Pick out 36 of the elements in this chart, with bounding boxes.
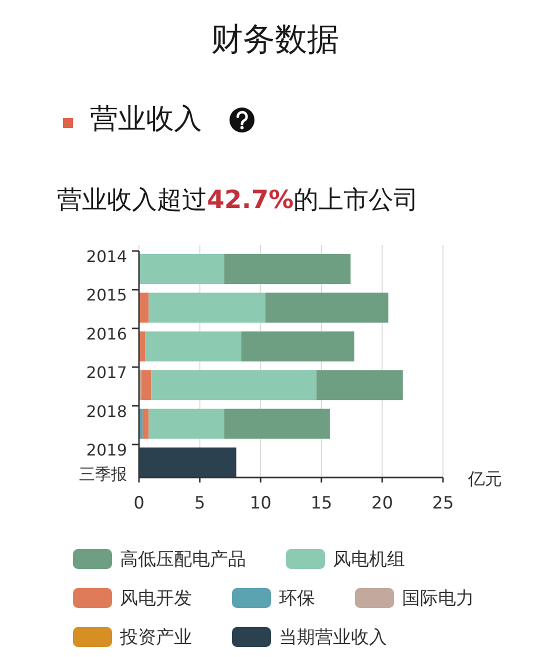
chart-title: 财务数据 bbox=[211, 20, 339, 58]
bar bbox=[316, 370, 403, 400]
y-tick-label: 2015 bbox=[86, 285, 127, 304]
legend-label: 风电机组 bbox=[333, 548, 405, 570]
legend-label: 国际电力 bbox=[402, 588, 474, 608]
bar bbox=[148, 292, 266, 323]
bar bbox=[241, 331, 354, 362]
x-tick-label: 25 bbox=[432, 494, 454, 514]
x-tick-label: 0 bbox=[134, 494, 144, 514]
bar bbox=[224, 254, 351, 284]
y-tick-label: 2018 bbox=[86, 401, 127, 420]
legend-label: 当期营业收入 bbox=[279, 626, 387, 648]
x-tick-label: 15 bbox=[310, 494, 332, 514]
y-tick-label: 2014 bbox=[86, 246, 127, 266]
text: 营业收入超过42.7%的上市公司 bbox=[57, 185, 419, 214]
bar bbox=[151, 370, 317, 400]
legend-label: 投资产业 bbox=[119, 626, 192, 648]
bar bbox=[224, 408, 330, 439]
bar bbox=[139, 254, 224, 284]
x-axis-title: 亿元 bbox=[467, 470, 502, 490]
legend-label: 环保 bbox=[279, 588, 315, 608]
bar bbox=[148, 408, 224, 439]
bar bbox=[139, 448, 236, 478]
x-tick-label: 10 bbox=[250, 494, 272, 514]
y-tick-label: 2017 bbox=[86, 362, 127, 382]
x-tick-label: 5 bbox=[194, 494, 206, 514]
x-tick-label: 20 bbox=[371, 494, 394, 514]
y-tick-label: 2019 三季报 bbox=[79, 440, 127, 483]
bar bbox=[141, 370, 152, 400]
y-tick-label: 2016 bbox=[86, 324, 127, 343]
bar bbox=[265, 292, 388, 323]
legend-label: 风电开发 bbox=[120, 588, 192, 608]
legend-label: 高低压配电产品 bbox=[120, 548, 246, 570]
bar bbox=[142, 408, 149, 439]
chart-subtitle: 营业收入 bbox=[90, 102, 202, 135]
bar bbox=[145, 331, 242, 362]
